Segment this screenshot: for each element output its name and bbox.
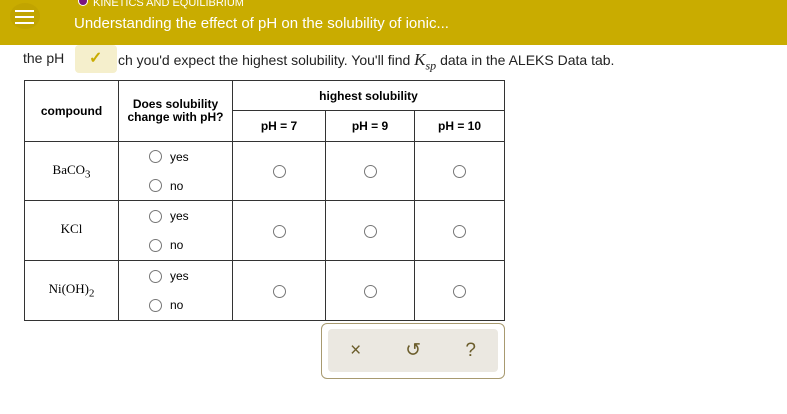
ph-cell — [414, 200, 505, 261]
option-no[interactable]: no — [119, 291, 232, 320]
instruction-body: ch you'd expect the highest solubility. … — [118, 52, 415, 68]
category-dot-icon — [78, 0, 88, 6]
radio-yes[interactable] — [149, 209, 162, 223]
table-row: Ni(OH)2 yes no — [24, 260, 505, 321]
ph-cell — [232, 200, 326, 261]
header-highest: highest solubility — [232, 80, 505, 111]
top-bar: KINETICS AND EQUILIBRIUM Understanding t… — [0, 0, 787, 45]
change-cell: yes no — [118, 200, 233, 261]
radio-no[interactable] — [149, 238, 162, 252]
yes-label: yes — [170, 149, 189, 164]
compound-sub: 3 — [85, 168, 91, 181]
page-title: Understanding the effect of pH on the so… — [74, 15, 449, 32]
ph-cell — [414, 141, 505, 201]
help-icon[interactable]: ? — [465, 339, 476, 361]
change-cell: yes no — [118, 260, 233, 321]
option-no[interactable]: no — [119, 231, 232, 260]
radio-ph[interactable] — [453, 284, 466, 298]
answer-table: compound Does solubility change with pH?… — [24, 80, 505, 321]
radio-yes[interactable] — [149, 150, 162, 163]
yes-label: yes — [170, 209, 189, 223]
clear-icon[interactable]: × — [350, 339, 362, 361]
category-label: KINETICS AND EQUILIBRIUM — [93, 0, 244, 9]
ksp: Ksp — [414, 50, 437, 73]
header-ph9: pH = 9 — [325, 110, 415, 142]
undo-icon[interactable]: ↺ — [405, 340, 422, 361]
compound-name: Ni(OH) — [48, 281, 89, 297]
compound-cell: Ni(OH)2 — [24, 260, 119, 321]
no-label: no — [170, 178, 184, 193]
compound-name: KCl — [60, 221, 83, 237]
instruction-end: data in the ALEKS Data tab. — [436, 52, 615, 68]
option-yes[interactable]: yes — [119, 142, 232, 171]
no-label: no — [170, 298, 184, 312]
option-no[interactable]: no — [119, 171, 232, 200]
change-cell: yes no — [118, 141, 233, 201]
table-row: BaCO3 yes no — [24, 141, 505, 201]
chevron-down-icon: ✓ — [89, 50, 103, 67]
compound-name: BaCO — [52, 161, 86, 177]
ph-cell — [232, 260, 326, 321]
ph-cell — [414, 260, 505, 321]
header-ph7: pH = 7 — [232, 110, 326, 142]
option-yes[interactable]: yes — [119, 262, 232, 291]
ph-cell — [325, 200, 415, 261]
k-sub: sp — [425, 58, 437, 73]
radio-no[interactable] — [149, 179, 162, 192]
menu-button[interactable] — [10, 3, 40, 29]
ph-cell — [325, 141, 415, 201]
radio-yes[interactable] — [149, 269, 162, 283]
radio-ph[interactable] — [272, 165, 286, 179]
instruction-start: the pH — [23, 50, 65, 66]
radio-ph[interactable] — [363, 284, 377, 298]
collapse-dropdown[interactable]: ✓ — [75, 45, 117, 73]
header-ph10: pH = 10 — [414, 110, 505, 142]
header-compound: compound — [24, 80, 119, 142]
ph-cell — [232, 141, 326, 201]
compound-cell: BaCO3 — [24, 141, 119, 201]
option-yes[interactable]: yes — [119, 202, 232, 231]
ph-cell — [325, 260, 415, 321]
k-symbol: K — [414, 50, 426, 69]
radio-ph[interactable] — [453, 165, 466, 179]
radio-ph[interactable] — [272, 224, 286, 238]
instruction-text: ch you'd expect the highest solubility. … — [118, 50, 614, 73]
no-label: no — [170, 238, 184, 252]
radio-ph[interactable] — [363, 224, 377, 238]
category: KINETICS AND EQUILIBRIUM — [78, 0, 244, 9]
yes-label: yes — [170, 269, 189, 283]
radio-ph[interactable] — [363, 165, 377, 179]
action-toolbar: × ↺ ? — [321, 323, 505, 379]
compound-cell: KCl — [24, 200, 119, 261]
header-change: Does solubility change with pH? — [118, 80, 233, 142]
radio-ph[interactable] — [453, 224, 466, 238]
table-row: KCl yes no — [24, 200, 505, 261]
compound-sub: 2 — [89, 287, 95, 300]
radio-no[interactable] — [149, 298, 162, 312]
radio-ph[interactable] — [272, 284, 286, 298]
